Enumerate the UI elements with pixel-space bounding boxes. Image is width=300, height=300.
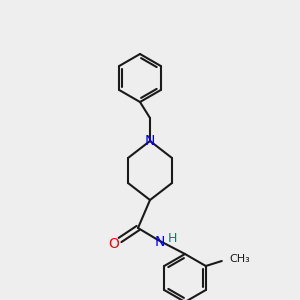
Text: H: H [167, 232, 177, 244]
Text: CH₃: CH₃ [230, 254, 250, 264]
Text: O: O [109, 237, 119, 251]
Text: N: N [145, 134, 155, 148]
Text: N: N [155, 235, 165, 249]
